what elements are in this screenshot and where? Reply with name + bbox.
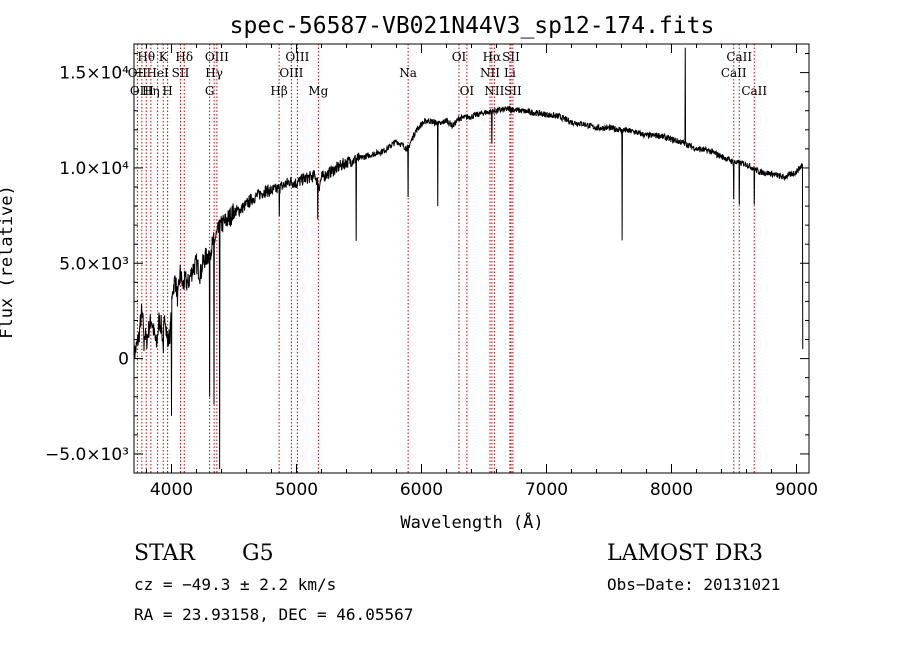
spectral-line-label-0: Hθ bbox=[137, 50, 155, 64]
spectral-line-label-8: Hδ bbox=[175, 50, 193, 64]
y-axis-ticks: −5.0×10³ 0 5.0×10³ 1.0×10⁴ 1.5×10⁴ bbox=[45, 53, 809, 465]
spectral-line-label-27: CaII bbox=[741, 84, 767, 98]
x-tick-label: 8000 bbox=[650, 480, 693, 500]
y-tick-label: 5.0×10³ bbox=[59, 254, 129, 274]
spectral-line-label-6: H bbox=[162, 84, 172, 98]
x-tick-label: 5000 bbox=[275, 480, 318, 500]
redshift-velocity: cz = −49.3 ± 2.2 km/s bbox=[134, 575, 336, 594]
object-subclass: G5 bbox=[242, 541, 274, 566]
spectral-line-label-24: SII bbox=[504, 84, 522, 98]
spectral-line-label-15: Mg bbox=[308, 84, 328, 98]
spectral-line-markers bbox=[136, 44, 755, 473]
chart-title: spec-56587-VB021N44V3_sp12-174.fits bbox=[230, 13, 715, 39]
y-tick-label: 0 bbox=[118, 350, 129, 370]
spectral-line-label-11: OIII bbox=[205, 50, 229, 64]
x-tick-label: 7000 bbox=[525, 480, 568, 500]
object-class: STAR bbox=[134, 541, 196, 566]
spectral-line-label-23: SII bbox=[502, 50, 520, 64]
spectral-line-label-18: OI bbox=[460, 84, 475, 98]
spectral-line-label-2: OIII bbox=[130, 84, 154, 98]
spectrum-series bbox=[133, 47, 804, 470]
survey-name: LAMOST DR3 bbox=[607, 541, 763, 566]
y-tick-label: 1.5×10⁴ bbox=[59, 64, 129, 84]
spectral-line-label-17: OI bbox=[452, 50, 467, 64]
spectral-line-label-10: Hγ bbox=[205, 66, 223, 80]
spectral-line-label-20: Hα bbox=[483, 50, 502, 64]
spectral-line-label-19: NII bbox=[480, 66, 500, 80]
y-tick-label: 1.0×10⁴ bbox=[59, 159, 129, 179]
x-tick-label: 9000 bbox=[775, 480, 818, 500]
x-tick-label: 6000 bbox=[400, 480, 443, 500]
spectral-line-label-26: CaII bbox=[726, 50, 752, 64]
spectral-line-label-12: Hβ bbox=[270, 84, 287, 98]
spectral-line-label-5: K bbox=[159, 50, 169, 64]
y-axis-label: Flux (relative) bbox=[0, 185, 17, 339]
spectral-line-label-7: SII bbox=[172, 66, 190, 80]
coordinates: RA = 23.93158, DEC = 46.05567 bbox=[134, 605, 413, 624]
spectral-line-labels: HθOIIOIIIHηHeIKHSIIHδGHγOIIIHβOIIIOIIIMg… bbox=[128, 50, 768, 98]
spectral-line-label-9: G bbox=[205, 84, 215, 98]
spectral-line-label-25: CaII bbox=[721, 66, 747, 80]
x-axis-ticks: 4000 5000 6000 7000 8000 9000 bbox=[146, 44, 818, 500]
plot-frame bbox=[133, 43, 810, 474]
spectral-line-label-13: OIII bbox=[279, 66, 303, 80]
observation-date: Obs−Date: 20131021 bbox=[607, 575, 780, 594]
spectral-line-label-4: HeI bbox=[146, 66, 169, 80]
x-tick-label: 4000 bbox=[150, 480, 193, 500]
y-tick-label: −5.0×10³ bbox=[45, 445, 129, 465]
spectral-line-label-22: Li bbox=[504, 66, 516, 80]
spectral-line-label-21: NII bbox=[484, 84, 504, 98]
spectral-line-label-14: OIII bbox=[285, 50, 309, 64]
spectrum-line bbox=[133, 47, 804, 470]
spectral-line-label-3: Hη bbox=[142, 84, 160, 98]
x-axis-label: Wavelength (Å) bbox=[400, 511, 543, 533]
spectral-line-label-16: Na bbox=[399, 66, 417, 80]
